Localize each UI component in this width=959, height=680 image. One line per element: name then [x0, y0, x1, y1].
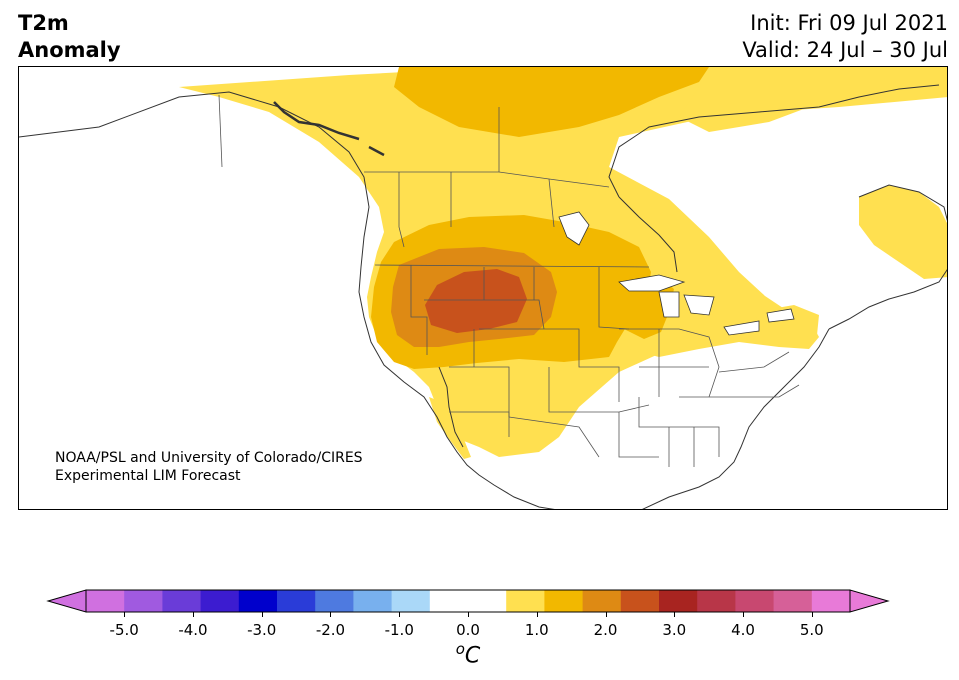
lakes — [558, 211, 795, 336]
anomaly-region-plus-2-0 — [425, 269, 527, 333]
colorbar-tick-mark — [399, 612, 401, 617]
coastlines — [19, 84, 947, 509]
colorbar-tick-mark — [330, 612, 332, 617]
colorbar-bin — [582, 590, 622, 612]
unit-letter: C — [464, 643, 481, 669]
colorbar-tick-label: -2.0 — [315, 621, 346, 639]
colorbar-tick-label: -5.0 — [109, 621, 139, 639]
colorbar-bin — [697, 590, 736, 612]
colorbar-tick-label: 2.0 — [593, 621, 618, 639]
colorbar-tick-mark — [124, 612, 126, 617]
mackenzie-river — [273, 101, 385, 157]
anomaly-region-plus-0-5-labrador — [859, 185, 947, 279]
colorbar-tick-mark — [605, 612, 607, 617]
credit-line-1: NOAA/PSL and University of Colorado/CIRE… — [55, 450, 363, 466]
anomaly-region-plus-0-5-baja — [429, 397, 471, 459]
field-label: Anomaly — [18, 38, 121, 62]
credit-line-2: Experimental LIM Forecast — [55, 468, 241, 484]
colorbar-bin — [162, 590, 202, 612]
colorbar-bin — [277, 590, 316, 612]
colorbar-tick-label: 4.0 — [731, 621, 755, 639]
colorbar-bin — [391, 590, 431, 612]
colorbar-tick-label: 5.0 — [799, 621, 824, 639]
colorbar-tick-mark — [743, 612, 745, 617]
colorbar-bin — [506, 590, 545, 612]
colorbar-tick-label: -1.0 — [384, 621, 414, 639]
credit-annotation: NOAA/PSL and University of Colorado/CIRE… — [55, 449, 363, 485]
colorbar-tick-mark — [674, 612, 676, 617]
colorbar-bin — [735, 590, 775, 612]
figure-title-left: T2m Anomaly — [18, 10, 121, 64]
colorbar-tick-label: 3.0 — [662, 621, 687, 639]
colorbar-unit-label: oC — [456, 640, 481, 668]
colorbar-bin — [86, 590, 125, 612]
colorbar-tick-label: 0.0 — [456, 621, 480, 639]
colorbar — [46, 589, 890, 613]
anomaly-map — [19, 67, 947, 509]
colorbar-bin — [429, 590, 469, 612]
init-date-label: Init: Fri 09 Jul 2021 — [750, 11, 948, 35]
colorbar-bin — [200, 590, 240, 612]
anomaly-region-plus-0-5-arctic — [679, 67, 859, 132]
colorbar-bin — [811, 590, 851, 612]
colorbar-bin — [544, 590, 584, 612]
colorbar-bin — [468, 590, 507, 612]
colorbar-bin — [124, 590, 163, 612]
colorbar-tick-label: -4.0 — [178, 621, 208, 639]
colorbar-bin — [353, 590, 393, 612]
colorbar-tick-mark — [811, 612, 813, 617]
colorbar-extend-high — [849, 589, 890, 613]
colorbar-extend-low — [46, 589, 87, 613]
colorbar-bin — [773, 590, 813, 612]
colorbar-bin — [238, 590, 278, 612]
colorbar-tick-label: -3.0 — [247, 621, 277, 639]
colorbar-bin — [620, 590, 660, 612]
colorbar-tick-mark — [536, 612, 538, 617]
anomaly-region-plus-1-0-hudson — [394, 67, 709, 137]
colorbar-tick-mark — [468, 612, 469, 617]
degree-symbol: o — [455, 640, 465, 658]
colorbar-tick-mark — [261, 612, 263, 617]
colorbar-tick-mark — [192, 612, 194, 617]
map-panel — [18, 66, 948, 510]
valid-range-label: Valid: 24 Jul – 30 Jul — [742, 38, 948, 62]
colorbar-tick-label: 1.0 — [524, 621, 549, 639]
colorbar-bin — [315, 590, 354, 612]
political-borders — [218, 94, 800, 467]
figure-title-right: Init: Fri 09 Jul 2021 Valid: 24 Jul – 30… — [742, 10, 948, 64]
colorbar-bin — [659, 590, 698, 612]
variable-label: T2m — [18, 11, 69, 35]
